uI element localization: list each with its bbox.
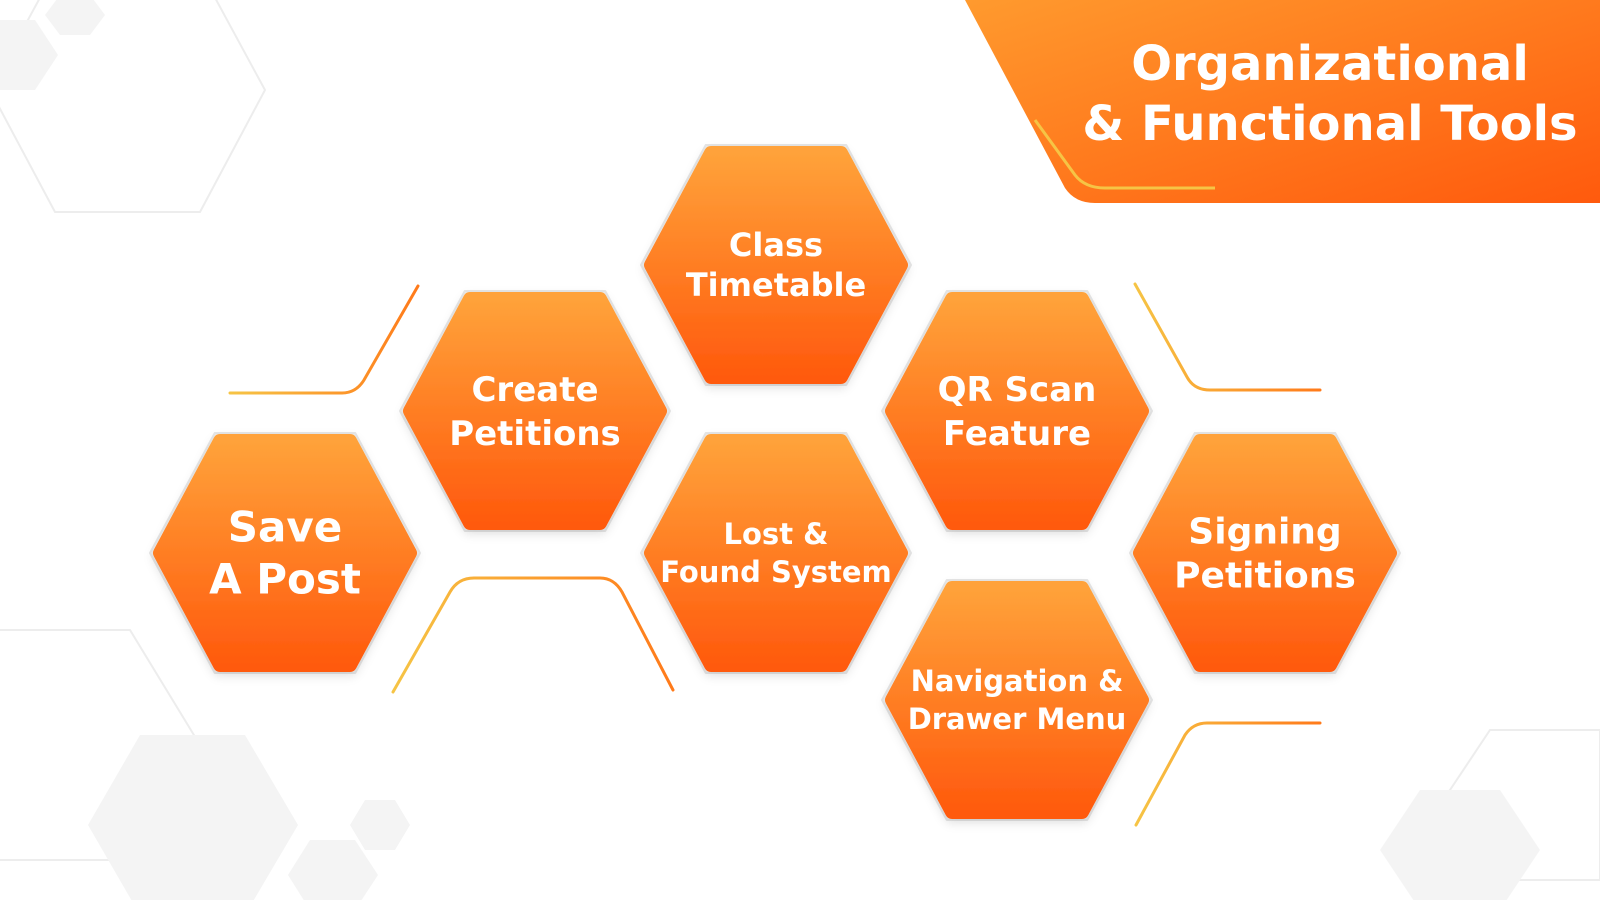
bg-hex-top-left-small: [0, 20, 58, 90]
background-decoration-filled: [0, 0, 1540, 900]
tool-label-line: Drawer Menu: [908, 702, 1127, 736]
hexagon-fill: [153, 434, 417, 672]
connector-line-lower-left: [391, 576, 675, 694]
title-line-2: & Functional Tools: [1082, 96, 1577, 152]
tool-label-line: Timetable: [686, 266, 866, 304]
title-banner: Organizational & Functional Tools: [965, 0, 1600, 203]
hexagon-fill: [885, 581, 1149, 819]
title-banner-accent-line: [1033, 119, 1215, 190]
hexagon-fill: [403, 292, 667, 530]
hexagon-fill: [644, 146, 908, 384]
title-banner-shape: [965, 0, 1600, 203]
tool-hexagon-navigation-and-drawer-menu: Navigation & Drawer Menu: [881, 579, 1153, 821]
tool-label-line: Feature: [943, 414, 1091, 454]
bg-hex-top-left-large: [0, 0, 267, 213]
tool-label-line: Petitions: [1174, 556, 1356, 597]
connector-line-upper-right: [1133, 282, 1322, 392]
hexagon-fill: [1133, 434, 1397, 672]
bg-hex-bottom-left-small: [288, 840, 378, 900]
tool-label-line: QR Scan: [938, 370, 1097, 410]
bg-hex-bottom-left-large: [88, 735, 298, 900]
tool-label-line: Petitions: [449, 414, 621, 454]
tool-label-line: Class: [729, 226, 823, 264]
tool-label-line: Lost &: [724, 517, 829, 551]
bg-hex-top-left-tiny: [45, 0, 105, 35]
tool-label-line: Found System: [660, 555, 892, 589]
hexagon-fill: [644, 434, 908, 672]
tool-label-line: A Post: [209, 555, 361, 604]
tool-label-line: Save: [228, 503, 342, 552]
title-line-1: Organizational: [1131, 36, 1529, 92]
connector-lines: [228, 282, 1322, 827]
hexagon-fill: [885, 292, 1149, 530]
tool-label-line: Signing: [1188, 512, 1341, 553]
tool-label-line: Create: [471, 370, 598, 410]
tool-label-line: Navigation &: [911, 664, 1124, 698]
bg-hex-bottom-left-tiny: [350, 800, 410, 850]
tool-hexagon-lost-and-found-system: Lost & Found System: [640, 432, 912, 674]
connector-line-upper-left: [228, 284, 420, 395]
connector-line-lower-right: [1134, 721, 1322, 827]
bg-hex-bottom-right-filled: [1380, 790, 1540, 900]
